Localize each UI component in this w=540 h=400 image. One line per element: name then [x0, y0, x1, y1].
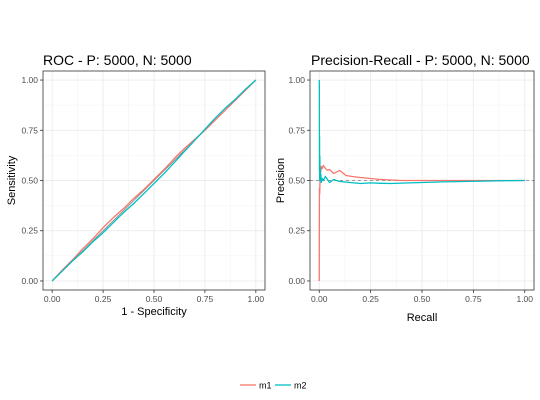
- pr-panel: Precision-Recall - P: 5000, N: 5000 0.00…: [275, 52, 535, 324]
- legend-label-m1: m1: [259, 381, 272, 391]
- legend: m1 m2: [240, 381, 307, 391]
- roc-y-tick-label: 0.00: [21, 276, 38, 286]
- pr-y-axis-title: Precision: [275, 158, 287, 203]
- roc-y-tick-label: 0.75: [21, 125, 38, 135]
- pr-x-tick-label: 1.00: [516, 294, 533, 304]
- roc-y-tick-label: 1.00: [21, 75, 38, 85]
- roc-x-axis: 0.00 0.25 0.50 0.75 1.00: [44, 290, 264, 304]
- pr-x-axis: 0.00 0.25 0.50 0.75 1.00: [311, 290, 533, 304]
- pr-x-tick-label: 0.25: [362, 294, 379, 304]
- pr-x-tick-label: 0.00: [311, 294, 328, 304]
- pr-y-tick-label: 1.00: [288, 75, 305, 85]
- roc-x-tick-label: 1.00: [248, 294, 265, 304]
- pr-y-tick-label: 0.50: [288, 176, 305, 186]
- roc-grid: [43, 71, 265, 290]
- roc-x-tick-label: 0.50: [146, 294, 163, 304]
- pr-title: Precision-Recall - P: 5000, N: 5000: [311, 52, 530, 68]
- roc-series-m1-line: [51, 79, 257, 282]
- legend-label-m2: m2: [294, 381, 307, 391]
- roc-title: ROC - P: 5000, N: 5000: [43, 52, 192, 68]
- pr-y-tick-label: 0.25: [288, 226, 305, 236]
- roc-series-m2-line: [51, 79, 257, 282]
- pr-x-tick-label: 0.75: [465, 294, 482, 304]
- roc-x-axis-title: 1 - Specificity: [121, 306, 187, 318]
- roc-x-tick-label: 0.75: [197, 294, 214, 304]
- roc-x-tick-label: 0.00: [44, 294, 61, 304]
- roc-y-axis-title: Sensitivity: [6, 155, 18, 205]
- roc-x-tick-label: 0.25: [95, 294, 112, 304]
- pr-y-tick-label: 0.75: [288, 125, 305, 135]
- roc-series: [51, 79, 257, 282]
- pr-y-tick-label: 0.00: [288, 276, 305, 286]
- pr-y-axis: 0.00 0.25 0.50 0.75 1.00: [288, 75, 310, 286]
- roc-panel: ROC - P: 5000, N: 5000 0.00 0.25 0.50 0.75 1…: [6, 52, 266, 318]
- pr-series: [318, 80, 525, 281]
- roc-y-axis: 0.00 0.25 0.50 0.75 1.00: [21, 75, 43, 286]
- roc-y-tick-label: 0.50: [21, 176, 38, 186]
- pr-x-tick-label: 0.50: [414, 294, 431, 304]
- pr-x-axis-title: Recall: [407, 312, 438, 324]
- roc-y-tick-label: 0.25: [21, 226, 38, 236]
- pr-series-m2-line: [318, 80, 525, 185]
